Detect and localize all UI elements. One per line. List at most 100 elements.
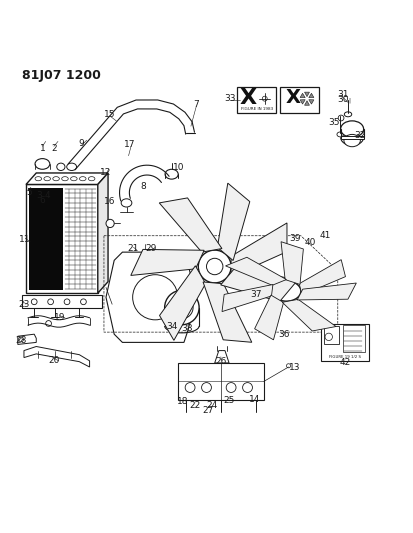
Text: X: X: [285, 88, 300, 107]
Ellipse shape: [252, 279, 264, 288]
Ellipse shape: [206, 259, 223, 274]
Bar: [26, 184, 98, 293]
Text: 6: 6: [40, 196, 45, 205]
Polygon shape: [24, 346, 90, 367]
Polygon shape: [18, 334, 36, 344]
Bar: [324, 326, 339, 344]
Ellipse shape: [165, 169, 178, 179]
Text: 14: 14: [249, 395, 261, 405]
Polygon shape: [297, 283, 356, 300]
Ellipse shape: [338, 115, 344, 121]
Polygon shape: [304, 101, 309, 105]
Text: 37: 37: [250, 290, 261, 299]
Polygon shape: [231, 223, 287, 277]
Text: 21: 21: [128, 244, 139, 253]
Ellipse shape: [337, 132, 344, 137]
Ellipse shape: [322, 290, 330, 296]
Text: 18: 18: [177, 398, 189, 406]
Ellipse shape: [67, 163, 76, 171]
Ellipse shape: [165, 290, 199, 325]
Text: 29: 29: [145, 244, 157, 253]
Text: 32: 32: [354, 131, 365, 140]
Text: 35: 35: [328, 118, 339, 127]
Bar: [343, 325, 365, 352]
Polygon shape: [217, 183, 250, 261]
Ellipse shape: [226, 219, 238, 228]
Ellipse shape: [48, 299, 54, 305]
Text: 12: 12: [100, 168, 112, 176]
Polygon shape: [309, 93, 314, 98]
Ellipse shape: [226, 383, 236, 392]
Ellipse shape: [62, 176, 68, 181]
Ellipse shape: [19, 337, 24, 342]
Polygon shape: [215, 351, 229, 363]
Polygon shape: [299, 260, 345, 295]
Polygon shape: [255, 295, 284, 340]
Ellipse shape: [178, 297, 189, 305]
Ellipse shape: [163, 257, 174, 265]
Text: 22: 22: [190, 401, 201, 410]
Polygon shape: [282, 300, 336, 331]
Ellipse shape: [163, 264, 169, 269]
Ellipse shape: [253, 248, 265, 256]
Polygon shape: [304, 92, 309, 96]
Ellipse shape: [44, 176, 50, 181]
Ellipse shape: [35, 176, 42, 181]
Text: 36: 36: [279, 330, 290, 338]
Bar: [22, 295, 102, 309]
Ellipse shape: [341, 121, 363, 138]
Ellipse shape: [243, 294, 252, 300]
Polygon shape: [26, 173, 108, 184]
Polygon shape: [281, 241, 304, 285]
Text: 39: 39: [289, 234, 300, 243]
Ellipse shape: [46, 320, 52, 326]
Text: 15: 15: [104, 110, 116, 119]
Text: 23: 23: [19, 300, 30, 309]
Ellipse shape: [121, 199, 132, 207]
Polygon shape: [131, 249, 204, 276]
Text: 4: 4: [45, 191, 50, 200]
Text: 5: 5: [26, 188, 32, 197]
Ellipse shape: [53, 176, 59, 181]
Ellipse shape: [79, 176, 86, 181]
Bar: [280, 87, 319, 112]
Text: 8: 8: [140, 182, 146, 191]
Ellipse shape: [325, 333, 332, 341]
Text: 28: 28: [15, 336, 27, 345]
Ellipse shape: [64, 299, 70, 305]
Ellipse shape: [177, 302, 187, 313]
Polygon shape: [98, 173, 108, 293]
Text: 16: 16: [104, 197, 116, 206]
Polygon shape: [309, 100, 314, 104]
Polygon shape: [300, 100, 305, 104]
Ellipse shape: [287, 364, 291, 368]
Polygon shape: [222, 285, 273, 312]
Text: 24: 24: [206, 401, 218, 410]
Ellipse shape: [198, 250, 231, 283]
Text: 30: 30: [337, 95, 349, 103]
Text: X: X: [240, 88, 257, 108]
Text: 42: 42: [339, 358, 351, 367]
Text: 40: 40: [305, 238, 316, 247]
Ellipse shape: [272, 281, 301, 301]
Text: 1: 1: [40, 144, 45, 153]
Ellipse shape: [262, 96, 267, 101]
Polygon shape: [203, 282, 252, 342]
Text: 9: 9: [78, 139, 84, 148]
Ellipse shape: [185, 383, 195, 392]
Polygon shape: [29, 188, 63, 290]
Ellipse shape: [344, 112, 352, 117]
Text: 13: 13: [289, 362, 300, 372]
Ellipse shape: [187, 221, 198, 230]
Ellipse shape: [35, 159, 50, 169]
Ellipse shape: [31, 299, 37, 305]
Ellipse shape: [266, 313, 275, 320]
Text: 81J07 1200: 81J07 1200: [22, 69, 101, 82]
Ellipse shape: [288, 261, 297, 266]
Text: |: |: [348, 97, 350, 103]
Ellipse shape: [171, 296, 193, 319]
Ellipse shape: [254, 269, 262, 275]
Text: 17: 17: [124, 140, 135, 149]
Bar: [237, 87, 276, 112]
Ellipse shape: [88, 176, 95, 181]
